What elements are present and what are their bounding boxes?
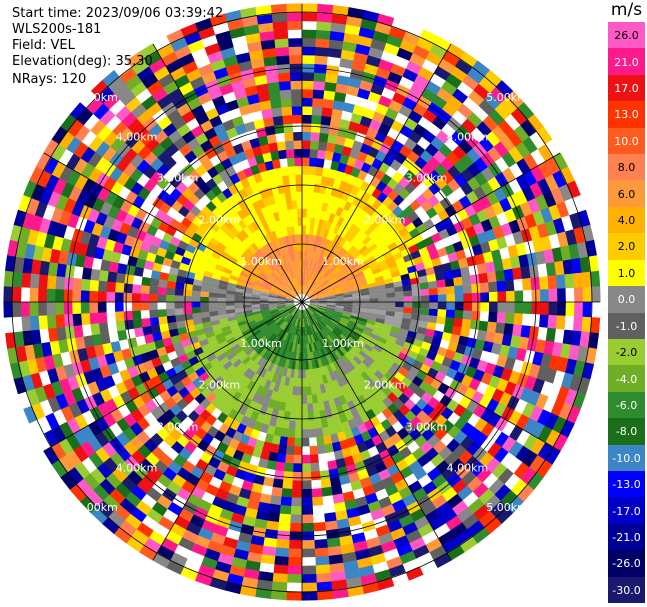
range-ring-label: 4.00km	[116, 461, 158, 474]
range-ring-label: 4.00km	[447, 461, 489, 474]
colorbar-segment	[608, 312, 645, 340]
colorbar-label: 13.0	[614, 108, 639, 122]
radar-gates	[3, 3, 601, 601]
colorbar-segment	[608, 180, 645, 208]
colorbar-label: -13.0	[612, 478, 641, 492]
range-ring-label: 1.00km	[240, 255, 282, 268]
azimuth-spoke	[43, 301, 303, 452]
range-ring-label: 1.00km	[322, 255, 364, 268]
instrument-label: WLS200s-181	[12, 22, 102, 37]
colorbar-label: -8.0	[615, 425, 638, 439]
colorbar-label: -17.0	[612, 504, 641, 518]
colorbar-segment	[608, 576, 645, 604]
colorbar-label: 0.0	[617, 293, 636, 307]
colorbar-segment	[608, 233, 645, 261]
colorbar-segment	[608, 444, 645, 472]
range-ring-label: 3.00km	[157, 172, 199, 185]
azimuth-spoke	[301, 301, 452, 561]
colorbar-segment	[608, 48, 645, 76]
nrays-label: NRays: 120	[12, 72, 87, 87]
colorbar-label: 8.0	[617, 161, 636, 175]
range-ring-label: 3.00km	[406, 420, 448, 433]
colorbar-unit: m/s	[610, 0, 643, 20]
colorbar-segment	[608, 127, 645, 155]
range-ring-label: 2.00km	[364, 379, 406, 392]
range-ring-label: 4.00km	[447, 131, 489, 144]
range-ring-label: 5.00km	[486, 91, 528, 104]
field-label: Field: VEL	[12, 38, 75, 53]
colorbar-segment	[608, 206, 645, 234]
ppi-radar-plot: 1.00km 1.00km 1.00km 1.00km 2.00km 2.00km 2.00…	[3, 3, 601, 601]
colorbar-segment	[608, 497, 645, 525]
range-ring-label: 5.00km	[486, 501, 528, 514]
colorbar-segment	[608, 338, 645, 366]
colorbar-segment	[608, 523, 645, 551]
colorbar-label: -21.0	[612, 530, 641, 544]
colorbar-segment	[608, 418, 645, 446]
colorbar-label: 2.0	[617, 240, 636, 254]
colorbar-segment	[608, 74, 645, 102]
colorbar-label: 21.0	[614, 55, 639, 69]
range-ring-label: 2.00km	[199, 379, 241, 392]
range-ring-label: 1.00km	[322, 337, 364, 350]
colorbar-label: 1.0	[617, 266, 636, 280]
range-ring-label: 5.00km	[76, 501, 118, 514]
range-ring-label: 3.00km	[406, 172, 448, 185]
azimuth-spoke	[301, 301, 561, 452]
colorbar-label: -4.0	[615, 372, 638, 386]
azimuth-spoke	[301, 43, 452, 303]
range-ring-label: 2.00km	[364, 213, 406, 226]
azimuth-spoke	[43, 152, 303, 303]
colorbar-segment	[608, 391, 645, 419]
colorbar-label: -30.0	[612, 583, 641, 597]
colorbar-segment	[608, 286, 645, 313]
colorbar-label: 6.0	[617, 187, 636, 201]
azimuth-spoke	[152, 43, 303, 303]
colorbar-label: 26.0	[614, 29, 639, 43]
colorbar-segment	[608, 550, 645, 578]
colorbar-label: -26.0	[612, 557, 641, 571]
colorbar-label: -10.0	[612, 451, 641, 465]
elevation-label: Elevation(deg): 35.30	[12, 54, 153, 69]
colorbar-segment	[608, 259, 645, 287]
colorbar-label: 17.0	[614, 82, 639, 96]
colorbar-label: -1.0	[615, 319, 638, 333]
colorbar: 26.0 21.0 17.0 13.0 10.0 8.0 6.0 4.0 2.0 1.0 0.0 -1…	[608, 22, 645, 604]
range-ring-label: 4.00km	[116, 131, 158, 144]
azimuth-spoke	[152, 301, 303, 561]
colorbar-segment	[608, 101, 645, 129]
range-ring-label: 3.00km	[157, 420, 199, 433]
azimuth-spoke	[301, 152, 561, 303]
colorbar-segment	[608, 470, 645, 498]
colorbar-segment	[608, 154, 645, 181]
colorbar-segment	[608, 22, 645, 49]
start-time-label: Start time: 2023/09/06 03:39:42	[12, 6, 224, 21]
range-ring-label: 1.00km	[240, 337, 282, 350]
range-ring-label: 5.00km	[76, 91, 118, 104]
colorbar-label: 10.0	[614, 134, 639, 148]
colorbar-segment	[608, 365, 645, 393]
colorbar-label: -6.0	[615, 398, 638, 412]
colorbar-label: -2.0	[615, 346, 638, 360]
colorbar-label: 4.0	[617, 214, 636, 228]
range-ring-label: 2.00km	[199, 213, 241, 226]
